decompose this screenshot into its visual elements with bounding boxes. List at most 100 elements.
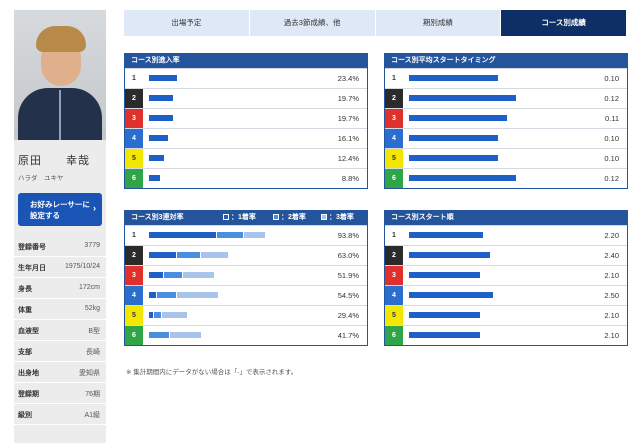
value-label: 0.12 — [604, 174, 619, 183]
first-place-bar — [149, 292, 157, 298]
data-row: 6 2.10 — [385, 325, 627, 345]
panel-title: コース別平均スタートタイミング — [385, 54, 627, 68]
data-row: 5 29.4% — [125, 305, 367, 325]
profile-value: 172cm — [78, 284, 100, 291]
data-row: 2 0.12 — [385, 88, 627, 108]
second-place-bar — [177, 252, 200, 258]
data-row: 4 0.10 — [385, 128, 627, 148]
panel-title: コース別進入率 — [125, 54, 367, 68]
lane-number: 6 — [385, 326, 403, 345]
profile-label: 生年月日 — [18, 265, 46, 272]
profile-row: 生年月日 1975/10/24 — [14, 257, 106, 278]
tab-schedule[interactable]: 出場予定 — [124, 10, 250, 36]
lane-number: 5 — [125, 306, 143, 325]
racer-sidebar: 原田 幸哉 ハラダ ユキヤ お好みレーサーに 設定する › 登録番号 3779 生年… — [14, 10, 106, 443]
panel-title: コース別スタート順 — [385, 211, 627, 225]
data-row: 6 8.8% — [125, 168, 367, 188]
value-label: 2.40 — [604, 251, 619, 260]
value-label: 23.4% — [337, 74, 359, 83]
value-bar — [409, 272, 480, 278]
lane-number: 2 — [125, 246, 143, 265]
start-rank-panel: コース別スタート順 1 2.20 2 2.40 3 2.10 4 2.50 5 2.10 6 2.10 — [384, 210, 628, 346]
value-label: 41.7% — [337, 331, 359, 340]
profile-row: 体重 52kg — [14, 299, 106, 320]
first-place-bar — [149, 232, 216, 238]
profile-label: 登録期 — [18, 391, 39, 398]
third-place-bar — [244, 232, 266, 238]
legend-swatch-first — [223, 214, 229, 220]
profile-label: 出身地 — [18, 370, 39, 377]
value-bar — [409, 292, 493, 298]
lane-number: 6 — [125, 326, 143, 345]
lane-number: 6 — [125, 169, 143, 188]
third-place-bar — [161, 312, 187, 318]
data-row: 2 2.40 — [385, 245, 627, 265]
panel-title: コース別3連対率 — [131, 214, 184, 221]
value-bar — [409, 115, 507, 121]
value-bar — [149, 155, 164, 161]
value-bar — [149, 95, 173, 101]
profile-value: 3779 — [84, 242, 100, 249]
lane-number: 2 — [125, 89, 143, 108]
tab-recent-results[interactable]: 過去3節成績、他 — [249, 10, 376, 36]
lane-number: 1 — [125, 69, 143, 88]
value-label: 0.12 — [604, 94, 619, 103]
legend-first: ：1着率 — [223, 211, 256, 225]
favorite-button-line2: 設定する — [30, 211, 60, 220]
profile-label: 身長 — [18, 286, 32, 293]
legend-second: ：2着率 — [273, 211, 306, 225]
legend-third-label: ：3着率 — [329, 214, 354, 221]
data-row: 4 2.50 — [385, 285, 627, 305]
value-bar — [409, 312, 480, 318]
racer-name-block: 原田 幸哉 ハラダ ユキヤ — [14, 148, 106, 194]
profile-label: 血液型 — [18, 328, 39, 335]
profile-label: 支部 — [18, 349, 32, 356]
profile-label: 級別 — [18, 412, 32, 419]
value-label: 0.10 — [604, 134, 619, 143]
value-bar — [409, 95, 516, 101]
favorite-button-line1: お好みレーサーに — [30, 200, 90, 209]
data-row: 3 2.10 — [385, 265, 627, 285]
legend-swatch-second — [273, 214, 279, 220]
value-label: 0.10 — [604, 74, 619, 83]
value-bar — [409, 135, 498, 141]
value-bar — [409, 332, 480, 338]
avg-start-timing-panel: コース別平均スタートタイミング 1 0.10 2 0.12 3 0.11 4 0.10 5 0.1… — [384, 53, 628, 189]
racer-photo — [14, 10, 106, 140]
first-place-bar — [149, 312, 153, 318]
lane-number: 5 — [125, 149, 143, 168]
data-row: 3 0.11 — [385, 108, 627, 128]
value-bar — [409, 252, 490, 258]
footnote: ※ 集計期間内にデータがない場合は「-」で表示されます。 — [126, 369, 298, 376]
value-bar — [409, 75, 498, 81]
profile-row: 支部 長崎 — [14, 341, 106, 362]
data-row: 6 41.7% — [125, 325, 367, 345]
lane-number: 3 — [385, 109, 403, 128]
value-label: 8.8% — [341, 174, 359, 183]
panel-header: コース別3連対率 ：1着率 ：2着率 ：3着率 — [125, 211, 367, 225]
data-row: 3 19.7% — [125, 108, 367, 128]
profile-value: 長崎 — [86, 349, 100, 356]
lane-number: 1 — [385, 69, 403, 88]
profile-value: 1975/10/24 — [64, 263, 100, 270]
data-row: 5 0.10 — [385, 148, 627, 168]
tab-period-results[interactable]: 期別成績 — [375, 10, 502, 36]
value-label: 63.0% — [337, 251, 359, 260]
racer-name: 原田 幸哉 — [18, 155, 90, 167]
value-bar — [149, 175, 160, 181]
value-label: 51.9% — [337, 271, 359, 280]
favorite-racer-button[interactable]: お好みレーサーに 設定する › — [18, 193, 102, 226]
data-row: 4 54.5% — [125, 285, 367, 305]
data-row: 1 93.8% — [125, 225, 367, 245]
value-bar — [149, 115, 173, 121]
legend-first-label: ：1着率 — [231, 214, 256, 221]
profile-label: 体重 — [18, 307, 32, 314]
value-label: 16.1% — [337, 134, 359, 143]
profile-row: 出身地 愛知県 — [14, 362, 106, 383]
legend-swatch-third — [321, 214, 327, 220]
lane-number: 1 — [125, 226, 143, 245]
tab-bar: 出場予定 過去3節成績、他 期別成績 コース別成績 — [124, 10, 626, 36]
profile-value: 52kg — [84, 305, 100, 312]
tab-course-results[interactable]: コース別成績 — [501, 10, 626, 36]
lane-number: 4 — [385, 129, 403, 148]
